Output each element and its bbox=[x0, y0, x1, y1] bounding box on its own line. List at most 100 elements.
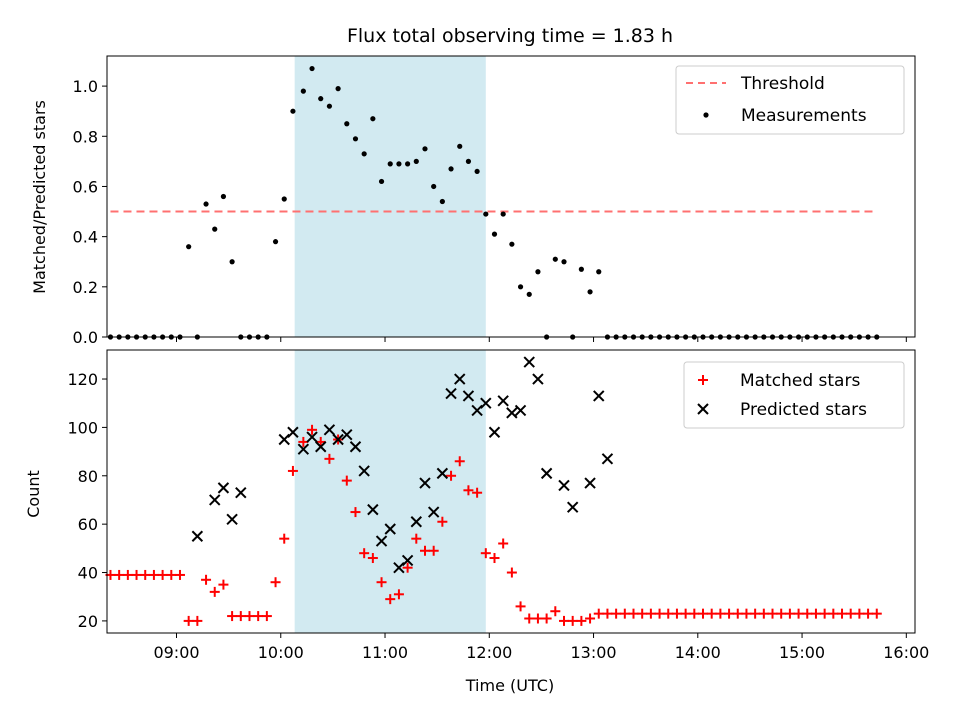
measurement-point bbox=[491, 231, 498, 237]
x-tick-label: 13:00 bbox=[570, 643, 616, 662]
matched-star-point bbox=[750, 608, 761, 619]
measurement-point bbox=[396, 161, 402, 167]
matched-star-point bbox=[845, 608, 856, 619]
predicted-star-point bbox=[209, 494, 221, 506]
measurement-point bbox=[378, 178, 385, 185]
matched-star-point bbox=[385, 594, 396, 605]
measurement-point bbox=[500, 211, 506, 217]
predicted-star-point bbox=[523, 356, 535, 368]
matched-star-point bbox=[270, 577, 281, 588]
measurement-point bbox=[229, 259, 235, 265]
matched-star-point bbox=[793, 608, 804, 619]
matched-star-point bbox=[863, 608, 874, 619]
matched-star-point bbox=[218, 579, 229, 590]
matched-star-point bbox=[567, 615, 578, 626]
matched-star-point bbox=[489, 553, 500, 564]
measurement-point bbox=[318, 96, 324, 102]
legend-measurements-label: Measurements bbox=[741, 106, 867, 126]
ratio-x-ticks bbox=[176, 337, 907, 342]
matched-star-point bbox=[654, 608, 665, 619]
matched-star-point bbox=[724, 608, 735, 619]
matched-star-point bbox=[472, 487, 483, 498]
predicted-star-point bbox=[341, 428, 353, 441]
matched-star-point bbox=[871, 608, 882, 619]
matched-star-point bbox=[758, 608, 769, 619]
matched-star-point bbox=[376, 577, 387, 588]
measurement-point bbox=[526, 291, 532, 297]
measurement-point bbox=[387, 161, 393, 167]
predicted-star-point bbox=[497, 395, 509, 407]
ratio-legend-box bbox=[675, 65, 905, 135]
measurement-point bbox=[431, 183, 437, 190]
matched-star-point bbox=[611, 608, 622, 619]
predicted-star-point bbox=[323, 424, 336, 436]
matched-star-point bbox=[148, 569, 159, 580]
predicted-star-point bbox=[226, 513, 238, 526]
measurement-point bbox=[457, 143, 463, 149]
measurement-point bbox=[281, 196, 287, 202]
measurement-point bbox=[220, 193, 227, 200]
measurement-point bbox=[186, 244, 192, 250]
measurement-point bbox=[300, 88, 306, 94]
matched-star-point bbox=[689, 608, 700, 619]
matched-star-point bbox=[680, 608, 691, 619]
matched-star-point bbox=[324, 453, 335, 464]
matched-star-point bbox=[576, 615, 587, 626]
y-tick-label: 40 bbox=[78, 564, 98, 583]
predicted-star-point bbox=[349, 441, 362, 453]
matched-star-point bbox=[307, 424, 318, 435]
predicted-star-point bbox=[235, 487, 247, 499]
y-tick-label: 100 bbox=[67, 418, 98, 437]
count-y-ticks: 20 40 60 80 100 120 bbox=[67, 370, 107, 631]
matched-star-point bbox=[732, 608, 743, 619]
count-legend-box bbox=[683, 361, 905, 429]
y-tick-label: 120 bbox=[67, 370, 98, 389]
ratio-y-ticks: 0.0 0.2 0.4 0.6 0.8 1.0 bbox=[73, 77, 107, 347]
ratio-y-axis-label: Matched/Predicted stars bbox=[30, 100, 49, 294]
predicted-star-point bbox=[410, 516, 423, 528]
measurement-point bbox=[422, 146, 428, 152]
x-tick-label: 12:00 bbox=[466, 643, 512, 662]
count-highlight-span bbox=[294, 350, 486, 633]
predicted-star-point bbox=[514, 404, 527, 417]
x-tick-label: 15:00 bbox=[779, 643, 825, 662]
count-panel: 20 40 60 80 100 120 09:00 10:00 11:00 12:00 13:00… bbox=[24, 349, 929, 695]
matched-star-point bbox=[828, 608, 839, 619]
matched-star-point bbox=[341, 475, 352, 486]
predicted-star-point bbox=[191, 530, 204, 542]
predicted-star-point bbox=[558, 479, 570, 492]
matched-star-point bbox=[244, 611, 255, 622]
measurement-point bbox=[370, 116, 376, 122]
x-tick-label: 16:00 bbox=[883, 643, 929, 662]
y-tick-label: 0.8 bbox=[73, 127, 98, 146]
y-tick-label: 0.6 bbox=[73, 177, 98, 196]
predicted-star-point bbox=[287, 426, 299, 438]
matched-star-point bbox=[593, 608, 604, 619]
matched-star-point bbox=[261, 611, 272, 622]
matched-star-point bbox=[157, 569, 168, 580]
matched-star-point bbox=[428, 545, 439, 556]
matched-star-point bbox=[776, 608, 787, 619]
y-tick-label: 80 bbox=[78, 467, 98, 486]
measurement-point bbox=[203, 201, 209, 207]
matched-star-point bbox=[558, 615, 569, 626]
matched-star-point bbox=[715, 608, 726, 619]
predicted-star-point bbox=[532, 373, 544, 385]
y-tick-label: 1.0 bbox=[73, 77, 98, 96]
measurement-point bbox=[326, 103, 333, 109]
measurement-point bbox=[587, 289, 593, 295]
matched-star-point bbox=[122, 569, 133, 580]
ratio-highlight-span bbox=[294, 56, 486, 337]
predicted-star-point bbox=[584, 477, 596, 489]
matched-star-point bbox=[550, 606, 561, 617]
count-series-layer bbox=[105, 356, 882, 626]
matched-star-point bbox=[767, 608, 778, 619]
matched-star-point bbox=[498, 538, 509, 549]
matched-star-point bbox=[253, 611, 264, 622]
matched-star-point bbox=[315, 436, 326, 447]
x-tick-label: 10:00 bbox=[258, 643, 304, 662]
matched-star-point bbox=[393, 589, 404, 600]
matched-star-point bbox=[854, 608, 865, 619]
legend-measurements-swatch bbox=[703, 112, 709, 118]
measurement-point bbox=[344, 121, 350, 127]
